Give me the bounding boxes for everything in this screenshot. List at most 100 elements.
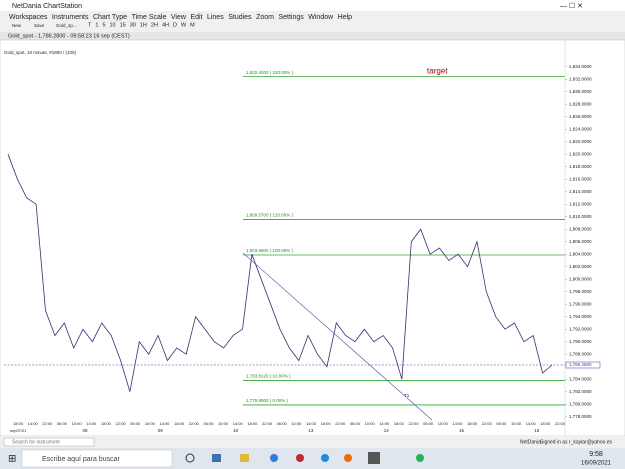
x-time-label: 18:00: [394, 421, 405, 426]
x-time-label: 10:00: [291, 421, 302, 426]
menu-item[interactable]: Help: [338, 14, 353, 21]
timeframe-button[interactable]: W: [181, 22, 187, 28]
y-tick-label: 1,824.0000: [569, 126, 592, 131]
timeframe-button[interactable]: M: [190, 22, 195, 28]
x-time-label: 14:00: [159, 421, 170, 426]
taskbar-search[interactable]: [21, 449, 173, 468]
menu-item[interactable]: Time Scale: [132, 14, 167, 21]
menu-item[interactable]: Window: [308, 14, 334, 21]
x-day-label: 09: [158, 428, 164, 433]
chart-caption: Gold_spot, 10 minute, #1800 / (100): [4, 50, 77, 55]
y-tick-label: 1,784.0000: [569, 376, 592, 381]
x-day-label: 14: [384, 428, 390, 433]
trend-label: T1: [404, 393, 410, 398]
timeframe-button[interactable]: 5: [102, 22, 105, 28]
timeframe-button[interactable]: 2H: [151, 22, 158, 28]
chart-tab[interactable]: Gold_spot - 1,786.2800 - 09:58:23 16 sep…: [8, 33, 130, 39]
menu-item[interactable]: Edit: [190, 14, 202, 21]
timeframe-button[interactable]: T: [88, 22, 92, 28]
x-time-label: 14:00: [452, 421, 463, 426]
x-time-label: 14:00: [28, 421, 39, 426]
price-line: [7, 154, 553, 392]
icon[interactable]: [240, 454, 249, 462]
y-tick-label: 1,820.0000: [569, 151, 592, 156]
x-time-label: 22:00: [42, 421, 53, 426]
timeframe-button[interactable]: 10: [110, 22, 116, 28]
y-tick-label: 1,812.0000: [569, 201, 592, 206]
timeframe-button[interactable]: 1: [95, 22, 98, 28]
y-tick-label: 1,830.0000: [569, 89, 592, 94]
x-time-label: 14:00: [379, 421, 390, 426]
chart-panel: [0, 39, 625, 437]
x-time-label: 22:00: [116, 421, 127, 426]
menu-item[interactable]: Zoom: [256, 14, 274, 21]
icon[interactable]: [212, 454, 221, 462]
timeframe-button[interactable]: 4H: [162, 22, 169, 28]
icon[interactable]: [321, 454, 329, 462]
y-tick-label: 1,834.0000: [569, 64, 592, 69]
y-tick-label: 1,800.0000: [569, 276, 592, 281]
y-tick-label: 1,778.0000: [569, 414, 592, 419]
x-time-label: 18:00: [247, 421, 258, 426]
target-annotation: target: [427, 67, 448, 76]
toolbar-button[interactable]: New: [12, 23, 22, 28]
icon[interactable]: [344, 454, 352, 462]
window-controls[interactable]: — ☐ ✕: [560, 2, 583, 10]
search-box[interactable]: [3, 437, 95, 447]
x-time-label: 06:00: [350, 421, 361, 426]
toolbar-button[interactable]: Save: [34, 23, 45, 28]
x-time-label: 06:00: [203, 421, 214, 426]
toolbar-button[interactable]: Gold_sp...: [56, 23, 77, 28]
x-time-label: 06:00: [423, 421, 434, 426]
menu-item[interactable]: Settings: [278, 14, 304, 21]
x-day-label: 08: [82, 428, 88, 433]
icon[interactable]: [185, 453, 195, 463]
current-price-label: 1,786.2800: [569, 362, 592, 367]
y-tick-label: 1,808.0000: [569, 226, 592, 231]
menu-item[interactable]: Workspaces: [9, 14, 48, 21]
x-day-label: 13: [308, 428, 314, 433]
y-tick-label: 1,818.0000: [569, 164, 592, 169]
menu-item[interactable]: Chart Type: [93, 14, 127, 21]
y-tick-label: 1,802.0000: [569, 264, 592, 269]
fib-label: 1,809.5700 ( 120.00% ): [246, 213, 294, 218]
icon[interactable]: [416, 454, 424, 462]
icon[interactable]: [296, 454, 304, 462]
timeframe-button[interactable]: D: [173, 22, 177, 28]
icon[interactable]: [368, 452, 380, 464]
y-tick-label: 1,792.0000: [569, 326, 592, 331]
icon[interactable]: [270, 454, 278, 462]
y-tick-label: 1,828.0000: [569, 101, 592, 106]
timeframe-button[interactable]: 30: [130, 22, 136, 28]
menu-item[interactable]: View: [171, 14, 187, 21]
x-day-label: 15: [459, 428, 465, 433]
x-time-label: 10:00: [365, 421, 376, 426]
x-day-label: 16: [534, 428, 540, 433]
y-tick-label: 1,810.0000: [569, 214, 592, 219]
menu-item[interactable]: Studies: [228, 14, 252, 21]
start-button[interactable]: ⊞: [8, 454, 16, 465]
menu-item[interactable]: Instruments: [52, 14, 89, 21]
status-bar: [0, 436, 625, 448]
x-time-label: 06:00: [130, 421, 141, 426]
trend-line: [242, 252, 433, 421]
x-time-label: 10:00: [438, 421, 449, 426]
x-time-label: 10:00: [145, 421, 156, 426]
search-placeholder: Search for instrument: [12, 439, 60, 445]
x-time-label: 06:00: [496, 421, 507, 426]
menu-item[interactable]: Lines: [207, 14, 224, 21]
status-user: Signed in as r_kaylar@yahoo.es: [540, 439, 613, 445]
y-tick-label: 1,798.0000: [569, 289, 592, 294]
title-bar: [0, 0, 625, 11]
fib-label: 1,783.8120 ( 10.00% ): [246, 374, 291, 379]
y-tick-label: 1,788.0000: [569, 351, 592, 356]
x-time-label: 22:00: [409, 421, 420, 426]
x-time-label: 10:00: [218, 421, 229, 426]
y-tick-label: 1,782.0000: [569, 389, 592, 394]
x-time-label: 14:00: [306, 421, 317, 426]
y-tick-label: 1,806.0000: [569, 239, 592, 244]
x-time-label: 22:00: [189, 421, 200, 426]
timeframe-button[interactable]: 15: [120, 22, 126, 28]
timeframe-button[interactable]: 1H: [140, 22, 147, 28]
